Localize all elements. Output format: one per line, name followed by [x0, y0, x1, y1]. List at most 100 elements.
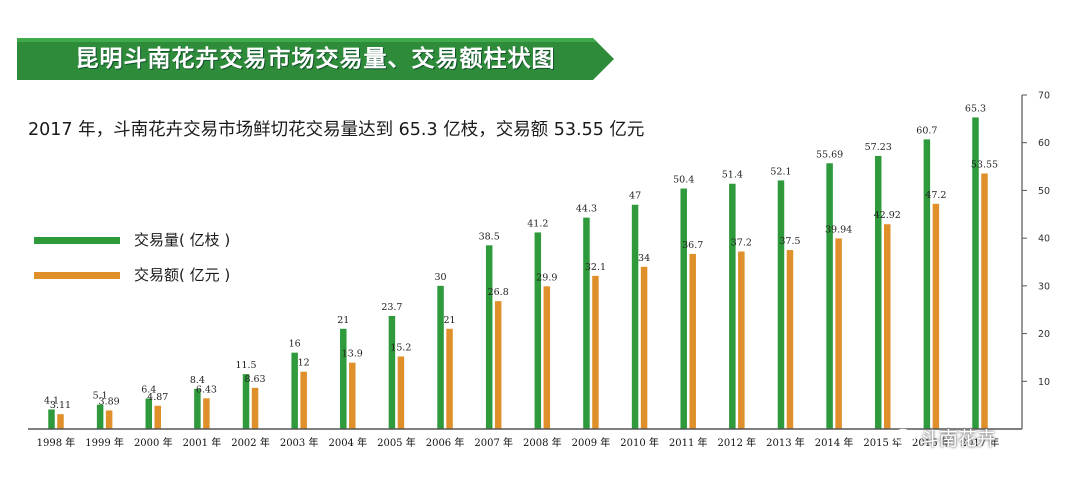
bar-amount-3: [203, 398, 210, 429]
data-label-volume-4: 11.5: [235, 360, 256, 371]
x-tick-label-15: 2013 年: [766, 436, 805, 449]
data-label-amount-7: 15.2: [390, 342, 411, 353]
legend-swatch-volume: [34, 237, 120, 244]
bar-amount-8: [446, 328, 453, 429]
data-label-volume-0: 4.1: [44, 395, 59, 406]
legend-swatch-amount: [34, 272, 120, 279]
chart-title: 昆明斗南花卉交易市场交易量、交易额柱状图: [75, 46, 556, 72]
x-tick-label-9: 2007 年: [474, 436, 513, 449]
data-label-volume-9: 38.5: [479, 231, 500, 242]
data-label-amount-6: 13.9: [342, 349, 363, 360]
data-label-volume-11: 44.3: [576, 204, 597, 215]
x-tick-label-17: 2015 年: [863, 436, 902, 449]
data-label-amount-18: 47.2: [925, 190, 946, 201]
bar-amount-16: [835, 238, 842, 429]
bar-amount-14: [738, 251, 745, 429]
bar-volume-3: [194, 388, 201, 429]
y-tick-label-3: 40: [1038, 234, 1050, 245]
data-label-volume-10: 41.2: [527, 218, 548, 229]
title-banner-arrow: [17, 38, 614, 80]
data-label-volume-12: 47: [629, 191, 641, 202]
bar-volume-13: [680, 188, 687, 429]
bar-volume-5: [291, 352, 298, 429]
bar-amount-0: [57, 414, 64, 429]
x-tick-label-3: 2001 年: [183, 436, 222, 449]
x-tick-label-0: 1998 年: [37, 436, 76, 449]
x-tick-label-18: 2016 年: [912, 436, 951, 449]
data-label-amount-0: 3.11: [50, 400, 71, 411]
chart-subtitle: 2017 年，斗南花卉交易市场鲜切花交易量达到 65.3 亿枝，交易额 53.5…: [28, 120, 645, 140]
y-tick-label-0: 10: [1038, 377, 1050, 388]
bar-volume-16: [826, 163, 833, 429]
data-label-amount-8: 21: [444, 315, 456, 326]
bar-volume-12: [631, 204, 639, 429]
x-tick-label-4: 2002 年: [231, 436, 270, 449]
wechat-icon: [894, 428, 916, 446]
x-tick-label-8: 2006 年: [426, 436, 465, 449]
data-label-amount-1: 3.89: [99, 396, 120, 407]
x-tick-label-5: 2003 年: [280, 436, 319, 449]
bar-volume-2: [145, 398, 153, 429]
bar-amount-19: [981, 173, 988, 429]
bar-amount-7: [397, 356, 405, 429]
bar-amount-4: [251, 387, 259, 429]
y-tick-label-1: 20: [1038, 329, 1050, 340]
bar-volume-11: [583, 217, 590, 429]
x-tick-label-2: 2000 年: [134, 436, 173, 449]
data-label-amount-4: 8.63: [244, 374, 265, 385]
bar-amount-9: [494, 301, 502, 429]
bar-volume-15: [777, 180, 785, 429]
bar-volume-14: [729, 183, 736, 429]
y-tick-label-4: 50: [1038, 186, 1050, 197]
data-label-amount-2: 4.87: [147, 392, 168, 403]
data-label-volume-6: 21: [337, 315, 349, 326]
bar-volume-7: [388, 315, 396, 429]
data-label-amount-9: 26.8: [488, 287, 509, 298]
bar-volume-1: [96, 404, 104, 429]
data-label-volume-3: 8.4: [190, 375, 205, 386]
data-label-volume-16: 55.69: [816, 149, 843, 160]
data-label-volume-17: 57.23: [865, 142, 892, 153]
bar-amount-18: [932, 203, 940, 429]
y-tick-label-5: 60: [1038, 138, 1050, 149]
title-banner-shape: [17, 38, 614, 80]
data-label-amount-16: 39.94: [825, 224, 852, 235]
x-tick-label-19: 2017 年: [961, 436, 1000, 449]
bar-volume-0: [48, 409, 55, 429]
bar-volume-10: [534, 232, 542, 429]
bar-amount-1: [105, 410, 113, 429]
data-label-amount-5: 12: [298, 358, 310, 369]
y-tick-label-6: 70: [1038, 91, 1050, 102]
bar-amount-2: [154, 405, 162, 429]
data-label-volume-5: 16: [289, 339, 301, 350]
bar-amount-15: [786, 250, 794, 429]
y-tick-label-2: 30: [1038, 281, 1050, 292]
data-label-volume-13: 50.4: [673, 175, 694, 186]
bar-volume-4: [242, 374, 250, 429]
data-label-amount-17: 42.92: [874, 210, 901, 221]
data-label-amount-14: 37.2: [731, 238, 752, 249]
bar-volume-18: [923, 139, 931, 430]
data-label-volume-15: 52.1: [770, 166, 791, 177]
x-tick-label-6: 2004 年: [328, 436, 367, 449]
bar-amount-5: [300, 371, 307, 429]
data-label-volume-14: 51.4: [722, 170, 743, 181]
x-tick-label-11: 2009 年: [572, 436, 611, 449]
bar-volume-6: [340, 328, 347, 429]
legend-label-volume: 交易量( 亿枝 ): [134, 231, 231, 249]
data-label-amount-13: 36.7: [682, 240, 703, 251]
title-banner-highlight: [17, 38, 597, 42]
data-label-volume-7: 23.7: [381, 302, 402, 313]
bar-volume-17: [874, 155, 882, 429]
data-label-amount-12: 34: [638, 253, 650, 264]
data-label-volume-1: 5.1: [93, 391, 108, 402]
bar-amount-17: [883, 224, 891, 429]
legend-label-amount: 交易额( 亿元 ): [134, 266, 231, 284]
data-label-volume-8: 30: [435, 272, 447, 283]
data-label-volume-2: 6.4: [141, 384, 156, 395]
watermark: 斗南花卉: [892, 424, 996, 450]
data-label-amount-11: 32.1: [585, 262, 606, 273]
data-label-amount-15: 37.5: [779, 236, 800, 247]
data-label-volume-18: 60.7: [916, 125, 937, 136]
